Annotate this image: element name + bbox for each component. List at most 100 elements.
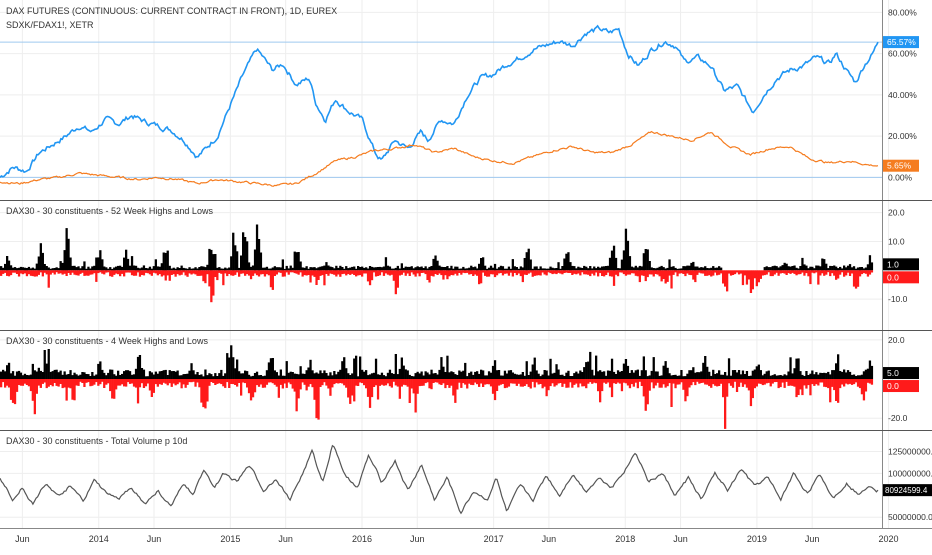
lows-bar	[755, 379, 758, 387]
highs-bar	[257, 239, 261, 271]
lows-bar	[261, 270, 265, 275]
highs-bar	[450, 265, 453, 271]
lows-bar	[678, 379, 681, 385]
lows-bar	[438, 270, 441, 274]
lows-bar	[140, 379, 144, 384]
highs-bar	[37, 256, 40, 271]
highs-bar	[670, 375, 673, 379]
highs-bar	[154, 259, 157, 271]
highs-bar	[638, 375, 641, 379]
highs-bar	[190, 363, 193, 379]
lows-bar	[130, 379, 134, 384]
lows-bar	[319, 379, 322, 387]
lows-bar	[115, 270, 118, 274]
lows-bar	[595, 379, 598, 384]
highs-bar	[620, 371, 624, 379]
lows-bar	[704, 379, 707, 385]
lows-bar	[232, 270, 235, 276]
lows-bar	[523, 270, 526, 275]
highs-bar	[660, 265, 663, 271]
highs-bar	[831, 266, 834, 271]
lows-bar	[25, 379, 29, 385]
highs-bar	[523, 258, 526, 271]
lows-bar	[726, 379, 729, 397]
lows-bar	[797, 270, 800, 275]
highs-bar	[335, 265, 338, 271]
highs-bar	[785, 263, 788, 271]
lows-bar	[749, 270, 753, 293]
highs-bar	[293, 251, 296, 271]
highs-bar	[864, 369, 868, 379]
lows-bar	[430, 379, 433, 390]
highs-bar	[517, 374, 520, 380]
highs-bar	[569, 262, 572, 271]
lows-bar	[478, 270, 481, 285]
highs-bar	[499, 375, 503, 380]
highs-bar	[63, 250, 66, 271]
highs-bar	[581, 372, 584, 379]
lows-bar	[706, 270, 709, 276]
lows-bar	[363, 379, 366, 386]
highs-bar	[809, 373, 812, 379]
highs-bar	[644, 370, 647, 379]
highs-bar	[777, 375, 780, 379]
highs-bar	[168, 370, 171, 380]
lows-bar	[398, 379, 401, 399]
highs-bar	[636, 267, 639, 271]
lows-bar	[618, 379, 622, 384]
lows-bar	[305, 379, 308, 391]
highs-bar	[854, 268, 858, 271]
lows-bar	[781, 270, 784, 273]
lows-bar	[240, 270, 243, 274]
lows-bar	[571, 270, 574, 275]
x-tick-label: 2016	[352, 534, 372, 544]
highs-bar	[712, 369, 715, 379]
highs-bar	[313, 267, 316, 271]
highs-bar	[678, 375, 681, 380]
highs-bar	[839, 266, 842, 271]
lows-bar	[751, 379, 754, 399]
lows-bar	[257, 379, 261, 387]
lows-bar	[277, 379, 280, 398]
highs-bar	[55, 369, 58, 380]
highs-bar	[795, 358, 798, 379]
highs-bar	[543, 370, 546, 379]
lows-bar	[862, 379, 866, 401]
highs-bar	[680, 370, 683, 380]
highs-bar	[202, 376, 205, 380]
highs-bar	[547, 375, 550, 380]
lows-bar	[446, 379, 449, 385]
highs-bar	[438, 369, 441, 380]
lows-bar	[414, 270, 417, 277]
lows-bar	[648, 270, 651, 275]
highs-bar	[614, 374, 618, 380]
lows-bar	[186, 270, 189, 277]
x-tick-label: Jun	[673, 534, 688, 544]
highs-bar	[130, 256, 134, 271]
lows-bar	[363, 270, 366, 274]
highs-bar	[551, 267, 554, 271]
highs-bar	[448, 268, 451, 271]
lows-bar	[204, 270, 207, 284]
lows-bar	[843, 270, 846, 277]
highs-bar	[216, 267, 219, 271]
highs-bar	[493, 360, 497, 379]
lows-bar	[265, 379, 269, 385]
lows-bar	[716, 270, 719, 276]
lows-bar	[724, 270, 727, 287]
lows-bar	[31, 270, 34, 277]
highs-bar	[729, 375, 733, 379]
highs-bar	[4, 371, 7, 380]
highs-bar	[769, 267, 772, 271]
highs-bar	[430, 266, 433, 271]
highs-bar	[422, 375, 425, 379]
lows-bar	[487, 270, 491, 277]
highs-bar	[559, 268, 562, 271]
highs-bar	[860, 374, 864, 380]
lows-bar	[418, 379, 421, 387]
lows-bar	[119, 270, 122, 277]
lows-bar	[400, 379, 403, 387]
lows-bar	[458, 270, 461, 273]
highs-bar	[277, 375, 280, 379]
lows-bar	[831, 379, 834, 387]
